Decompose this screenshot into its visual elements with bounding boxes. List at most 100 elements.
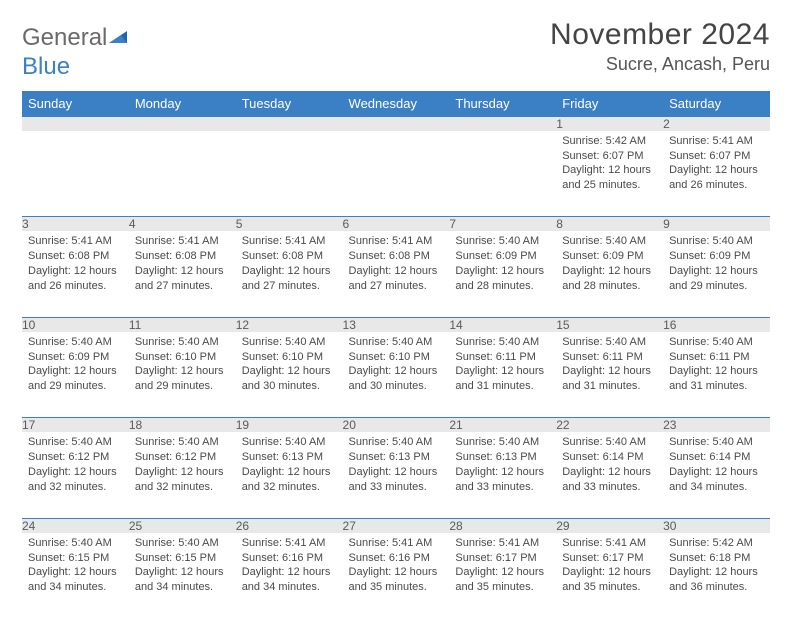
day-cell: Sunrise: 5:42 AMSunset: 6:07 PMDaylight:… xyxy=(556,131,663,217)
empty-day-number xyxy=(343,116,450,131)
day-details: Sunrise: 5:40 AMSunset: 6:13 PMDaylight:… xyxy=(236,432,343,499)
day-cell xyxy=(129,131,236,217)
day-cell: Sunrise: 5:40 AMSunset: 6:14 PMDaylight:… xyxy=(556,432,663,518)
day-details: Sunrise: 5:41 AMSunset: 6:08 PMDaylight:… xyxy=(22,231,129,298)
day-details: Sunrise: 5:40 AMSunset: 6:11 PMDaylight:… xyxy=(449,332,556,399)
day-details: Sunrise: 5:40 AMSunset: 6:13 PMDaylight:… xyxy=(449,432,556,499)
weekday-header: Thursday xyxy=(449,91,556,117)
day-details: Sunrise: 5:41 AMSunset: 6:16 PMDaylight:… xyxy=(343,533,450,600)
day-details: Sunrise: 5:40 AMSunset: 6:13 PMDaylight:… xyxy=(343,432,450,499)
day-cell xyxy=(449,131,556,217)
day-cell xyxy=(343,131,450,217)
day-cell: Sunrise: 5:40 AMSunset: 6:09 PMDaylight:… xyxy=(22,332,129,418)
day-number: 27 xyxy=(343,518,450,533)
day-cell: Sunrise: 5:41 AMSunset: 6:17 PMDaylight:… xyxy=(449,533,556,619)
location-text: Sucre, Ancash, Peru xyxy=(550,54,770,75)
day-number: 5 xyxy=(236,217,343,232)
day-details: Sunrise: 5:40 AMSunset: 6:11 PMDaylight:… xyxy=(556,332,663,399)
day-number-row: 24252627282930 xyxy=(22,518,770,533)
day-number: 2 xyxy=(663,116,770,131)
calendar-body: 12 Sunrise: 5:42 AMSunset: 6:07 PMDaylig… xyxy=(22,116,770,619)
day-number: 22 xyxy=(556,418,663,433)
empty-day-number xyxy=(449,116,556,131)
day-cell: Sunrise: 5:41 AMSunset: 6:16 PMDaylight:… xyxy=(343,533,450,619)
day-number: 28 xyxy=(449,518,556,533)
day-cell: Sunrise: 5:42 AMSunset: 6:18 PMDaylight:… xyxy=(663,533,770,619)
weekday-header-row: SundayMondayTuesdayWednesdayThursdayFrid… xyxy=(22,91,770,117)
day-number: 11 xyxy=(129,317,236,332)
day-details: Sunrise: 5:41 AMSunset: 6:17 PMDaylight:… xyxy=(449,533,556,600)
day-number: 25 xyxy=(129,518,236,533)
day-details: Sunrise: 5:40 AMSunset: 6:09 PMDaylight:… xyxy=(449,231,556,298)
day-number-row: 17181920212223 xyxy=(22,418,770,433)
day-body-row: Sunrise: 5:41 AMSunset: 6:08 PMDaylight:… xyxy=(22,231,770,317)
day-number: 23 xyxy=(663,418,770,433)
day-details: Sunrise: 5:41 AMSunset: 6:08 PMDaylight:… xyxy=(343,231,450,298)
day-cell: Sunrise: 5:40 AMSunset: 6:09 PMDaylight:… xyxy=(556,231,663,317)
calendar-table: SundayMondayTuesdayWednesdayThursdayFrid… xyxy=(22,91,770,619)
day-number: 9 xyxy=(663,217,770,232)
day-cell: Sunrise: 5:40 AMSunset: 6:11 PMDaylight:… xyxy=(449,332,556,418)
day-details: Sunrise: 5:40 AMSunset: 6:10 PMDaylight:… xyxy=(236,332,343,399)
day-details: Sunrise: 5:42 AMSunset: 6:18 PMDaylight:… xyxy=(663,533,770,600)
weekday-header: Saturday xyxy=(663,91,770,117)
day-number: 12 xyxy=(236,317,343,332)
weekday-header: Sunday xyxy=(22,91,129,117)
day-cell: Sunrise: 5:41 AMSunset: 6:07 PMDaylight:… xyxy=(663,131,770,217)
day-number-row: 10111213141516 xyxy=(22,317,770,332)
header: General Blue November 2024 Sucre, Ancash… xyxy=(22,18,770,81)
day-cell: Sunrise: 5:40 AMSunset: 6:09 PMDaylight:… xyxy=(449,231,556,317)
brand-logo: General Blue xyxy=(22,24,129,81)
day-cell: Sunrise: 5:41 AMSunset: 6:08 PMDaylight:… xyxy=(22,231,129,317)
day-body-row: Sunrise: 5:40 AMSunset: 6:09 PMDaylight:… xyxy=(22,332,770,418)
day-cell: Sunrise: 5:40 AMSunset: 6:10 PMDaylight:… xyxy=(129,332,236,418)
day-number: 15 xyxy=(556,317,663,332)
day-cell: Sunrise: 5:41 AMSunset: 6:08 PMDaylight:… xyxy=(343,231,450,317)
day-cell: Sunrise: 5:40 AMSunset: 6:10 PMDaylight:… xyxy=(343,332,450,418)
title-block: November 2024 Sucre, Ancash, Peru xyxy=(550,18,770,75)
day-cell: Sunrise: 5:40 AMSunset: 6:09 PMDaylight:… xyxy=(663,231,770,317)
weekday-header: Wednesday xyxy=(343,91,450,117)
brand-part2: Blue xyxy=(22,53,70,80)
day-cell: Sunrise: 5:40 AMSunset: 6:10 PMDaylight:… xyxy=(236,332,343,418)
day-number: 18 xyxy=(129,418,236,433)
day-number: 13 xyxy=(343,317,450,332)
day-cell: Sunrise: 5:41 AMSunset: 6:16 PMDaylight:… xyxy=(236,533,343,619)
day-number: 24 xyxy=(22,518,129,533)
weekday-header: Friday xyxy=(556,91,663,117)
month-title: November 2024 xyxy=(550,18,770,52)
brand-triangle-icon xyxy=(107,25,129,53)
empty-day-number xyxy=(22,116,129,131)
day-cell: Sunrise: 5:40 AMSunset: 6:13 PMDaylight:… xyxy=(236,432,343,518)
day-number: 30 xyxy=(663,518,770,533)
weekday-header: Tuesday xyxy=(236,91,343,117)
day-cell: Sunrise: 5:40 AMSunset: 6:15 PMDaylight:… xyxy=(22,533,129,619)
day-number: 26 xyxy=(236,518,343,533)
day-number: 19 xyxy=(236,418,343,433)
day-cell: Sunrise: 5:40 AMSunset: 6:11 PMDaylight:… xyxy=(556,332,663,418)
day-details: Sunrise: 5:41 AMSunset: 6:17 PMDaylight:… xyxy=(556,533,663,600)
day-details: Sunrise: 5:40 AMSunset: 6:09 PMDaylight:… xyxy=(22,332,129,399)
day-number: 8 xyxy=(556,217,663,232)
day-cell xyxy=(22,131,129,217)
day-cell: Sunrise: 5:40 AMSunset: 6:13 PMDaylight:… xyxy=(343,432,450,518)
day-details: Sunrise: 5:40 AMSunset: 6:12 PMDaylight:… xyxy=(129,432,236,499)
day-cell: Sunrise: 5:40 AMSunset: 6:15 PMDaylight:… xyxy=(129,533,236,619)
day-details: Sunrise: 5:40 AMSunset: 6:10 PMDaylight:… xyxy=(129,332,236,399)
day-number: 16 xyxy=(663,317,770,332)
day-details: Sunrise: 5:40 AMSunset: 6:10 PMDaylight:… xyxy=(343,332,450,399)
day-body-row: Sunrise: 5:42 AMSunset: 6:07 PMDaylight:… xyxy=(22,131,770,217)
day-number: 17 xyxy=(22,418,129,433)
day-details: Sunrise: 5:40 AMSunset: 6:14 PMDaylight:… xyxy=(663,432,770,499)
day-number: 20 xyxy=(343,418,450,433)
day-details: Sunrise: 5:41 AMSunset: 6:16 PMDaylight:… xyxy=(236,533,343,600)
weekday-header: Monday xyxy=(129,91,236,117)
day-details: Sunrise: 5:40 AMSunset: 6:09 PMDaylight:… xyxy=(663,231,770,298)
day-body-row: Sunrise: 5:40 AMSunset: 6:15 PMDaylight:… xyxy=(22,533,770,619)
day-details: Sunrise: 5:40 AMSunset: 6:12 PMDaylight:… xyxy=(22,432,129,499)
day-details: Sunrise: 5:40 AMSunset: 6:11 PMDaylight:… xyxy=(663,332,770,399)
day-number: 7 xyxy=(449,217,556,232)
day-details: Sunrise: 5:40 AMSunset: 6:15 PMDaylight:… xyxy=(22,533,129,600)
day-number: 29 xyxy=(556,518,663,533)
day-details: Sunrise: 5:42 AMSunset: 6:07 PMDaylight:… xyxy=(556,131,663,198)
